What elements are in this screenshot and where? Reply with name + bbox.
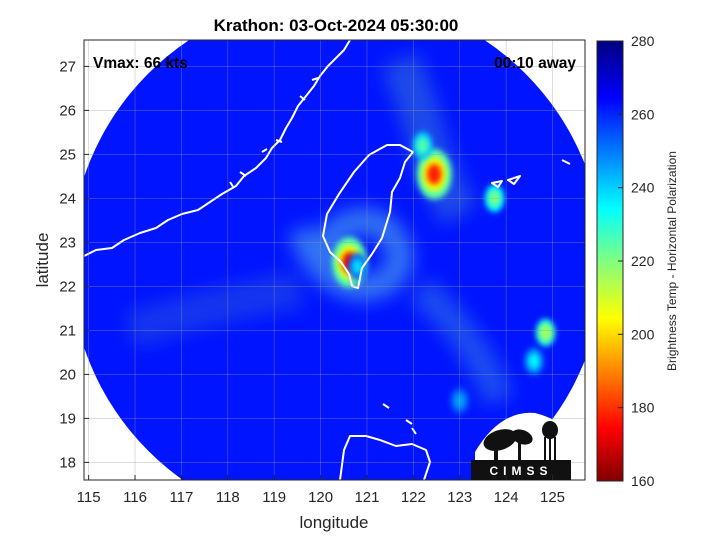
colorbar-label: Brightness Temp - Horizontal Polarizatio…: [665, 151, 679, 371]
x-tick-label: 120: [308, 489, 333, 506]
colorbar-tick-label: 220: [631, 253, 655, 269]
coastline-batanes: [382, 403, 417, 435]
coastline-china-islands: [229, 77, 319, 189]
graticule: [84, 40, 585, 480]
feature-rain-band-core: [348, 252, 368, 281]
colorbar-tick-label: 280: [631, 33, 655, 49]
x-tick-label: 119: [262, 489, 286, 506]
feature-mark: [539, 324, 552, 341]
convective-features: [331, 131, 556, 415]
colorbar-ticks: 160 180 200 220 240 260 280: [618, 33, 655, 489]
feature-cell-east-3: [524, 347, 544, 376]
y-tick-label: 20: [59, 366, 76, 383]
coastline-china: [84, 40, 351, 257]
x-tick-label: 121: [354, 489, 379, 506]
colorbar: 160 180 200 220 240 260 280 Brightness Temp - …: [596, 33, 679, 489]
feature-band-ne-taiwan: [416, 148, 452, 200]
y-tick-label: 25: [59, 146, 76, 163]
colorbar-tick-label: 180: [631, 400, 655, 416]
map-title: Krathon: 03-Oct-2024 05:30:00: [214, 16, 459, 35]
coastline-taiwan: [322, 144, 414, 289]
x-tick-label: 118: [216, 489, 240, 506]
coastlines: [84, 40, 571, 480]
y-tick-label: 18: [59, 454, 76, 471]
water-tower-icon: [542, 421, 558, 460]
x-axis-label: longitude: [299, 513, 368, 532]
feature-cell-east-2: [535, 318, 556, 347]
y-tick-label: 21: [59, 322, 76, 339]
y-tick-label: 19: [59, 410, 76, 427]
x-tick-label: 117: [169, 489, 193, 506]
logo-text: CIMSS: [489, 464, 552, 478]
time-away-label: 00:10 away: [494, 55, 576, 72]
colorbar-tick-label: 200: [631, 326, 655, 342]
microwave-swath: [84, 40, 585, 480]
colorbar-tick-label: 240: [631, 180, 655, 196]
y-axis: 18 19 20 21 22 23 24 25 26 27: [59, 58, 89, 471]
y-tick-label: 26: [59, 102, 76, 119]
y-tick-label: 24: [59, 190, 76, 207]
coastline-ryukyu: [491, 159, 571, 188]
x-tick-label: 124: [494, 489, 519, 506]
colorbar-tick-label: 160: [631, 473, 655, 489]
plot-area: Vmax: 66 kts 00:10 away CIMSS: [83, 39, 586, 481]
feature-mark: [427, 163, 442, 185]
x-tick-label: 122: [401, 489, 426, 506]
x-axis: 115 116 117 118 119 120 121 122 123 124 125: [77, 475, 565, 506]
x-tick-label: 123: [447, 489, 472, 506]
y-tick-label: 22: [59, 278, 76, 295]
x-tick-label: 116: [123, 489, 147, 506]
y-tick-label: 23: [59, 234, 76, 251]
x-tick-label: 115: [77, 489, 101, 506]
coastline-luzon: [339, 435, 431, 480]
y-axis-label: latitude: [33, 233, 52, 288]
plot-frame: [83, 39, 586, 481]
feature-mark: [528, 353, 540, 370]
y-tick-label: 27: [59, 58, 76, 75]
cimss-logo: CIMSS: [471, 412, 571, 480]
feature-mark: [417, 137, 429, 154]
x-tick-label: 125: [540, 489, 565, 506]
colorbar-tick-label: 260: [631, 106, 655, 122]
satellite-dish-icon: [483, 429, 533, 460]
vmax-label: Vmax: 66 kts: [93, 55, 188, 72]
feature-band-ne-north: [413, 131, 433, 160]
